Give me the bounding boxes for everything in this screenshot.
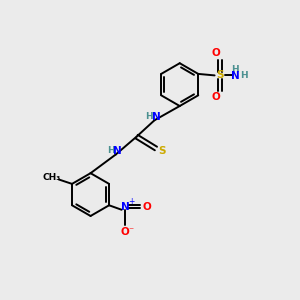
Text: H: H bbox=[107, 146, 114, 155]
Text: H: H bbox=[145, 112, 153, 121]
Text: CH₃: CH₃ bbox=[42, 173, 60, 182]
Text: S: S bbox=[159, 146, 166, 157]
Text: N: N bbox=[231, 71, 240, 81]
Text: H: H bbox=[241, 71, 248, 80]
Text: O: O bbox=[120, 227, 129, 237]
Text: H: H bbox=[232, 65, 239, 74]
Text: +: + bbox=[128, 197, 134, 206]
Text: N: N bbox=[152, 112, 160, 122]
Text: O: O bbox=[211, 48, 220, 59]
Text: ⁻: ⁻ bbox=[128, 227, 134, 237]
Text: S: S bbox=[216, 70, 224, 80]
Text: N: N bbox=[121, 202, 130, 212]
Text: O: O bbox=[142, 202, 151, 212]
Text: N: N bbox=[113, 146, 122, 156]
Text: O: O bbox=[211, 92, 220, 102]
